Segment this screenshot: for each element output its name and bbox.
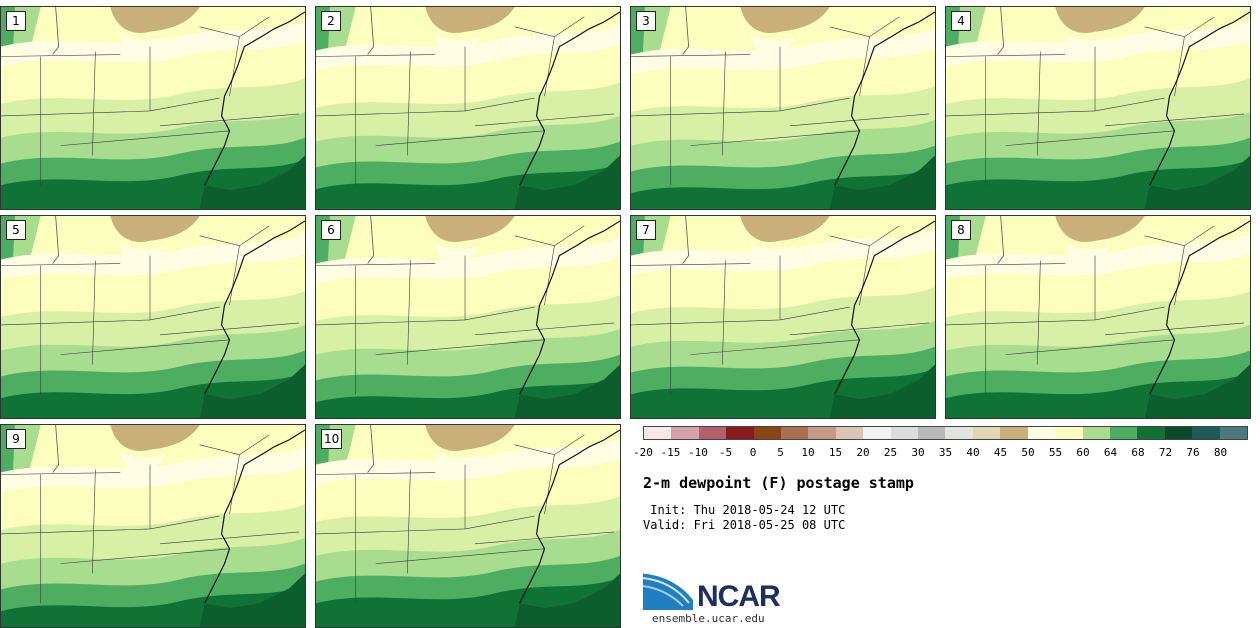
dewpoint-map [631, 216, 935, 418]
colorbar-tick-label: -15 [660, 446, 681, 459]
colorbar-tick-label: 50 [1021, 446, 1035, 459]
member-label: 9 [6, 429, 26, 449]
colorbar-segment [1082, 427, 1110, 439]
dewpoint-map [316, 216, 620, 418]
colorbar-tick-label: 20 [856, 446, 870, 459]
colorbar-tick-label: 5 [777, 446, 784, 459]
colorbar-ticks: -20 -15 -10 -5 0 5 10 15 20 25 30 35 40 45 50 55 60 64 68 7… [633, 446, 1248, 460]
dewpoint-map [631, 7, 935, 209]
plot-title: 2-m dewpoint (F) postage stamp [643, 474, 914, 492]
member-panel-10: 10 [315, 424, 621, 628]
member-label: 1 [6, 11, 26, 31]
colorbar-segment [671, 427, 699, 439]
member-panel-8: 8 [945, 215, 1251, 419]
colorbar-segment [918, 427, 946, 439]
colorbar-segment [945, 427, 973, 439]
colorbar-tick-label: 25 [883, 446, 898, 459]
colorbar-tick-label: 60 [1076, 446, 1090, 459]
site-url: ensemble.ucar.edu [652, 612, 765, 625]
member-panel-2: 2 [315, 6, 621, 210]
member-label: 6 [321, 220, 341, 240]
colorbar-tick-label: -5 [718, 446, 733, 459]
colorbar-tick-label: 55 [1048, 446, 1063, 459]
colorbar-segment [1192, 427, 1220, 439]
colorbar-segment [753, 427, 782, 439]
colorbar-tick-label: 64 [1103, 446, 1118, 459]
member-label: 8 [951, 220, 971, 240]
dewpoint-map [316, 7, 620, 209]
dewpoint-map [946, 216, 1250, 418]
dewpoint-map [1, 216, 305, 418]
member-label: 2 [321, 11, 341, 31]
valid-time: Valid: Fri 2018-05-25 08 UTC [643, 518, 846, 532]
member-panel-5: 5 [0, 215, 306, 419]
colorbar-segment [1000, 427, 1028, 439]
init-time: Init: Thu 2018-05-24 12 UTC [643, 503, 846, 517]
colorbar-tick-label: 40 [966, 446, 980, 459]
colorbar-segment [1164, 427, 1193, 439]
colorbar-tick-label: 72 [1158, 446, 1173, 459]
colorbar-segment [726, 427, 754, 439]
colorbar-tick-label: 45 [993, 446, 1008, 459]
dewpoint-map [946, 7, 1250, 209]
colorbar-segment [1055, 427, 1083, 439]
member-label: 10 [321, 429, 343, 449]
colorbar-tick-label: 30 [911, 446, 925, 459]
colorbar-segment [835, 427, 864, 439]
colorbar-segment [644, 427, 672, 439]
colorbar-segment [781, 427, 809, 439]
member-panel-1: 1 [0, 6, 306, 210]
member-panel-6: 6 [315, 215, 621, 419]
colorbar-segment [1027, 427, 1056, 439]
colorbar-tick-label: -10 [688, 446, 708, 459]
member-panel-3: 3 [630, 6, 936, 210]
colorbar-tick-label: 35 [938, 446, 953, 459]
member-panel-7: 7 [630, 215, 936, 419]
colorbar-tick-label: 68 [1131, 446, 1145, 459]
member-label: 4 [951, 11, 971, 31]
colorbar-tick-label: -20 [633, 446, 653, 459]
dewpoint-colorbar [643, 426, 1248, 440]
colorbar-segment [890, 427, 919, 439]
member-label: 7 [636, 220, 656, 240]
colorbar-segment [972, 427, 1001, 439]
colorbar-tick-label: 80 [1213, 446, 1228, 459]
colorbar-segment [1137, 427, 1165, 439]
dewpoint-map [1, 7, 305, 209]
dewpoint-map [316, 425, 620, 627]
colorbar-tick-label: 10 [801, 446, 815, 459]
member-panel-9: 9 [0, 424, 306, 628]
dewpoint-map [1, 425, 305, 627]
member-label: 5 [6, 220, 26, 240]
member-label: 3 [636, 11, 656, 31]
colorbar-segment [1109, 427, 1138, 439]
member-panel-4: 4 [945, 6, 1251, 210]
colorbar-segment [808, 427, 836, 439]
colorbar-segment [698, 427, 727, 439]
ncar-logo-text: NCAR [697, 580, 781, 613]
colorbar-segment [1219, 427, 1247, 439]
colorbar-tick-label: 76 [1186, 446, 1200, 459]
colorbar-segment [863, 427, 891, 439]
ncar-logo-icon [643, 570, 697, 610]
colorbar-tick-label: 0 [749, 446, 757, 459]
colorbar-tick-label: 15 [828, 446, 843, 459]
